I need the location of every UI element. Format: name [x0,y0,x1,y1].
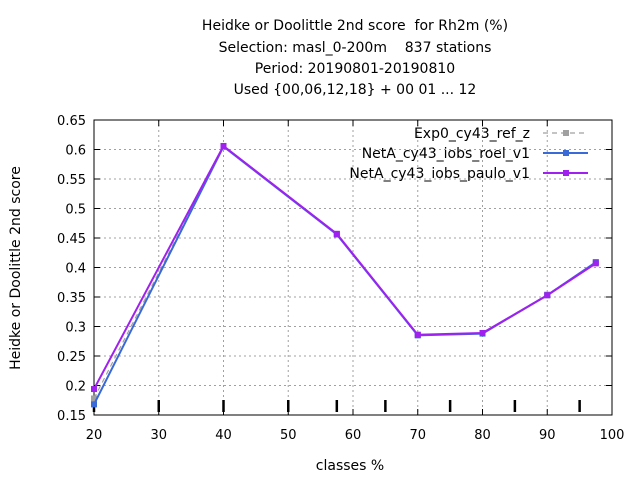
y-tick-label: 0.45 [57,232,86,247]
legend-label: Exp0_cy43_ref_z [414,126,530,142]
chart-title-line-1: Heidke or Doolittle 2nd score for Rh2m (… [201,18,509,34]
legend-label: NetA_cy43_iobs_roel_v1 [362,146,530,162]
x-tick-label: 90 [539,428,556,443]
y-tick-label: 0.25 [57,350,86,365]
data-point [220,142,227,149]
y-tick-label: 0.2 [65,380,86,395]
y-tick-label: 0.3 [65,321,86,336]
legend-marker [563,170,569,176]
legend-marker [563,130,569,136]
x-tick-label: 20 [86,428,103,443]
legend-label: NetA_cy43_iobs_paulo_v1 [349,166,530,182]
data-point [333,230,340,237]
data-point [544,292,551,299]
chart-title-line-3: Period: 20190801-20190810 [254,61,456,77]
chart-title-line-2: Selection: masl_0-200m 837 stations [218,40,492,56]
x-tick-label: 80 [474,428,491,443]
x-axis-label: classes % [316,458,384,474]
axes: 20 30 40 50 60 70 80 90 100 0.15 0.2 0.25 0.3 0.35 0.4… [57,114,624,443]
legend: Exp0_cy43_ref_z NetA_cy43_iobs_roel_v1 Net… [349,126,588,182]
x-tick-label: 30 [150,428,167,443]
x-tick-label: 40 [215,428,232,443]
y-tick-label: 0.4 [65,262,86,277]
y-tick-label: 0.15 [57,409,86,424]
series-line [93,145,597,399]
x-tick-label: 70 [409,428,426,443]
data-point [91,401,97,408]
x-tick-label: 100 [600,428,625,443]
grid [94,120,612,415]
y-axis-label: Heidke or Doolittle 2nd score [8,166,24,370]
data-point [91,386,97,393]
legend-marker [563,150,569,156]
series-line [93,145,597,405]
x-tick-label: 50 [280,428,297,443]
y-tick-label: 0.5 [65,203,86,218]
data-point [592,260,599,267]
y-tick-label: 0.35 [57,291,86,306]
data-point [479,329,486,336]
y-tick-label: 0.6 [65,144,86,159]
y-tick-label: 0.65 [57,114,86,129]
x-tick-label: 60 [345,428,362,443]
data-point [414,331,421,338]
y-tick-label: 0.55 [57,173,86,188]
data-point [91,395,97,402]
series-lines [91,142,599,408]
chart-title-line-4: Used {00,06,12,18} + 00 01 ... 12 [233,82,477,98]
class-marks [92,400,581,412]
